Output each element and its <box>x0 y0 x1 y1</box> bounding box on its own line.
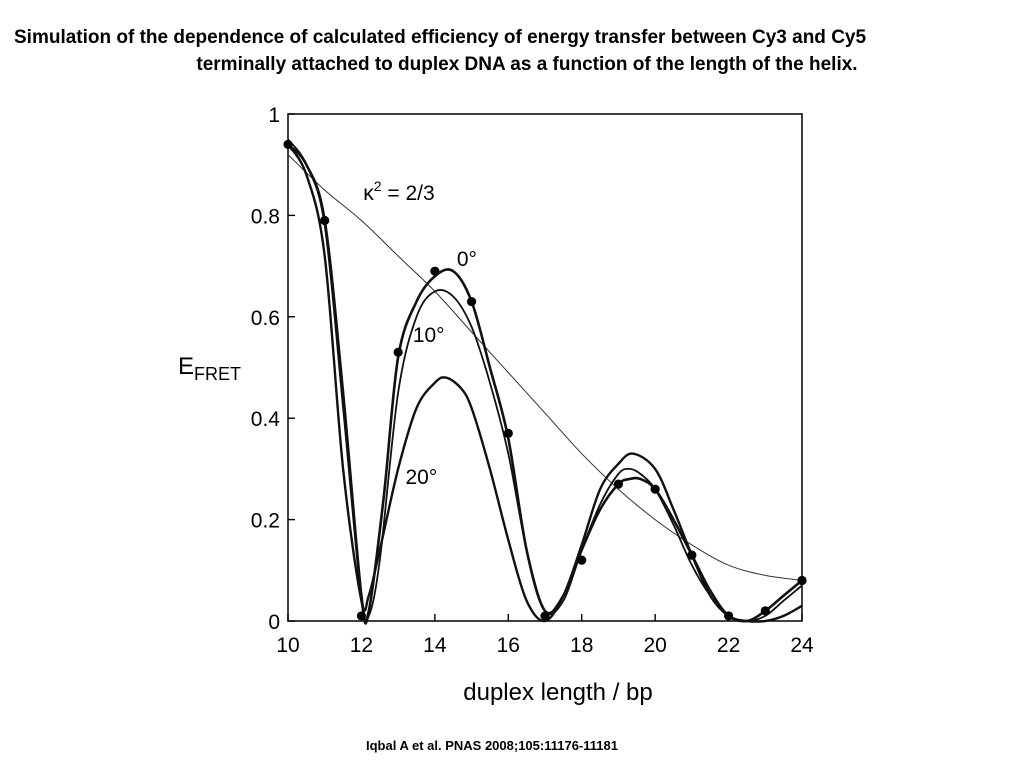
x-tick-label: 20 <box>643 634 666 657</box>
data-point <box>797 575 807 586</box>
slide-title: Simulation of the dependence of calculat… <box>0 24 1024 78</box>
x-tick-label: 10 <box>276 634 299 657</box>
y-tick-label: 0.6 <box>251 307 280 330</box>
data-point <box>650 484 660 494</box>
x-tick-label: 24 <box>790 634 814 657</box>
data-point <box>393 347 403 357</box>
x-tick-label: 18 <box>570 634 593 657</box>
y-tick-label: 0.2 <box>251 510 280 533</box>
data-point <box>320 215 330 226</box>
data-points <box>283 139 807 621</box>
x-tick-label: 14 <box>423 634 447 657</box>
data-point <box>283 139 293 150</box>
series-0deg-curve <box>287 143 803 625</box>
data-point <box>687 550 697 560</box>
data-point <box>430 266 440 276</box>
y-tick-label: 0.8 <box>251 205 280 228</box>
series-10deg-curve <box>287 138 803 625</box>
labels: duplex length / bp EFRET 10 12 14 16 18 20 22 2… <box>178 104 814 706</box>
efret-chart: duplex length / bp EFRET 10 12 14 16 18 20 22 2… <box>178 104 814 706</box>
curves <box>286 138 803 625</box>
y-tick-label: 1 <box>268 104 280 127</box>
data-point <box>466 296 477 307</box>
x-axis-title: duplex length / bp <box>463 679 652 706</box>
angle-annotation: 10° <box>413 324 445 347</box>
x-tick-label: 16 <box>497 634 520 657</box>
data-point <box>723 611 734 621</box>
angle-annotation: 20° <box>405 466 437 489</box>
slide-title-line-2: terminally attached to duplex DNA as a f… <box>196 54 858 75</box>
data-point <box>760 606 770 616</box>
citation: Iqbal A et al. PNAS 2008;105:11176-11181 <box>366 738 618 753</box>
data-point <box>503 428 513 439</box>
y-axis-title: EFRET <box>178 353 241 384</box>
kappa-annotation: κ2 = 2/3 <box>363 178 434 205</box>
data-point <box>356 611 367 621</box>
data-point <box>577 555 587 565</box>
slide-title-line-1: Simulation of the dependence of calculat… <box>14 27 867 48</box>
y-tick-label: 0.4 <box>251 408 281 431</box>
series-20deg-curve <box>286 143 803 623</box>
angle-annotation: 0° <box>457 248 477 271</box>
x-tick-label: 12 <box>350 634 373 657</box>
series-kappa-curve <box>287 154 803 581</box>
data-point <box>613 479 624 489</box>
data-point <box>540 611 550 621</box>
x-tick-label: 22 <box>717 634 740 657</box>
y-tick-label: 0 <box>268 611 280 634</box>
